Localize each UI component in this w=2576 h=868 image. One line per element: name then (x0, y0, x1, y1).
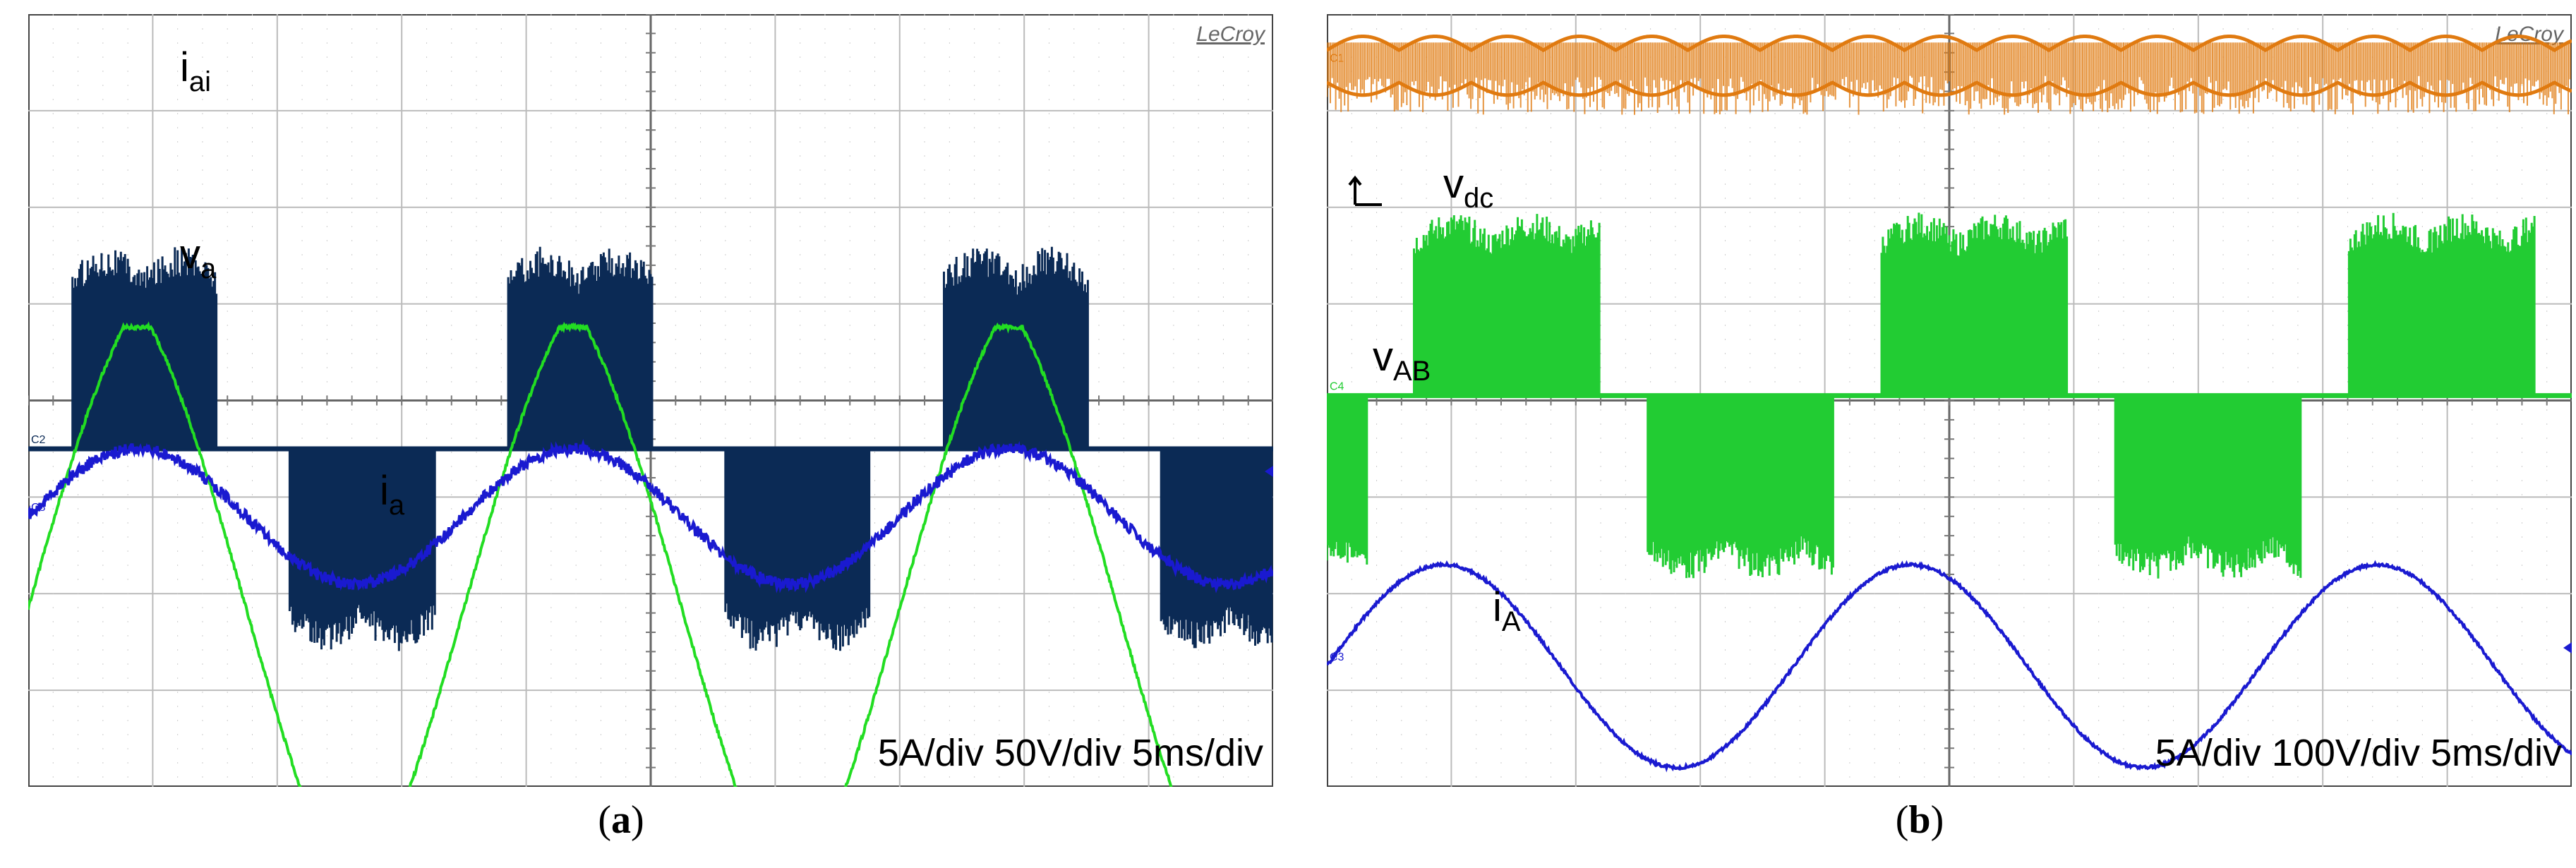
trace-i_A: C3 (1327, 560, 2572, 773)
label-i-a: ia (380, 468, 405, 521)
channel-marker-C2: C2 (31, 434, 46, 446)
oscilloscope-screen-b: LeCroy C1 C4 C3 vdc vAB iA 5A/div 100V/div 5ms/… (1327, 14, 2572, 787)
trace-v_AB: C4 (1327, 212, 2572, 579)
oscilloscope-screen-a: LeCroy C2 C8 iai va ia 5A/div 50V/div 5ms/div (28, 14, 1273, 787)
channel-marker-C8: C8 (31, 502, 46, 514)
trace-line-v_a (28, 321, 1173, 787)
trace-i_ai: C2 (28, 246, 1273, 651)
trace-v_dc: C1 (1327, 35, 2572, 115)
trigger-marker (1265, 466, 1273, 477)
ground-marker-icon (1348, 175, 1382, 206)
channel-marker-C1: C1 (1330, 52, 1344, 64)
trace-v_a (28, 321, 1173, 787)
label-i-ai: iai (180, 44, 211, 97)
lecroy-logo: LeCroy (1196, 23, 1266, 46)
grid (28, 14, 1273, 787)
caption-b: (b) (1895, 798, 1944, 842)
channel-marker-C4: C4 (1330, 381, 1344, 393)
caption-a: (a) (598, 798, 644, 842)
label-v-a: va (180, 231, 217, 284)
scope-panel-a: LeCroy C2 C8 iai va ia 5A/div 50V/div 5ms/div (28, 14, 1273, 787)
trace-line-i_A (1327, 560, 2572, 773)
scale-readout-b: 5A/div 100V/div 5ms/div (2155, 732, 2562, 774)
label-i-A: iA (1493, 584, 1521, 637)
trace-i_a: C8 (28, 439, 1273, 593)
scale-readout-a: 5A/div 50V/div 5ms/div (878, 732, 1263, 774)
scope-panel-b: LeCroy C1 C4 C3 vdc vAB iA 5A/div 100V/div 5ms/… (1327, 14, 2572, 787)
label-v-AB: vAB (1373, 334, 1431, 387)
trace-line-i_a (28, 439, 1273, 593)
trigger-marker (2563, 642, 2572, 653)
channel-marker-C3: C3 (1330, 651, 1344, 663)
label-v-dc: vdc (1443, 161, 1493, 214)
lecroy-logo: LeCroy (2495, 23, 2565, 46)
trace-ripple-spikes (1327, 42, 2571, 115)
trace-bars-v_AB (1327, 212, 2536, 579)
